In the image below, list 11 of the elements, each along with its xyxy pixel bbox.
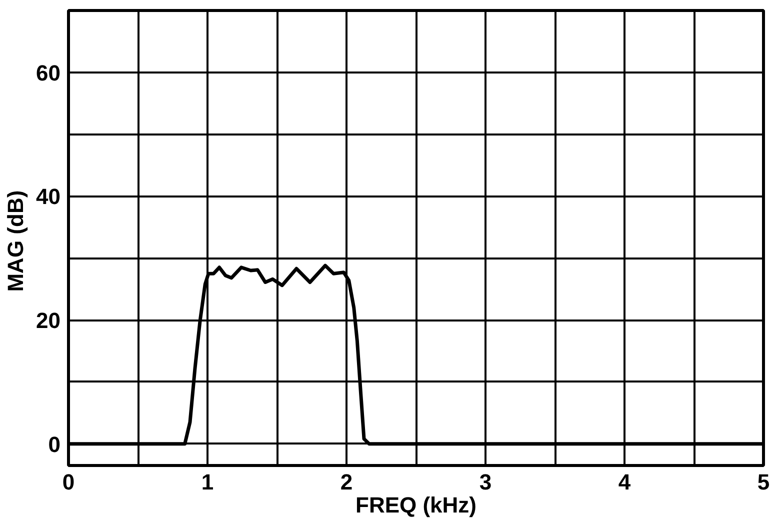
x-tick-label: 2 (340, 470, 353, 494)
x-axis-title: FREQ (kHz) (356, 492, 476, 518)
y-tick-label: 20 (36, 308, 61, 334)
y-tick-label: 0 (48, 432, 61, 457)
x-tick-label: 4 (618, 470, 632, 494)
y-tick-label: 60 (36, 60, 61, 86)
x-tick-label: 5 (757, 470, 770, 494)
y-tick-label: 40 (36, 184, 61, 210)
y-axis-title: MAG (dB) (3, 190, 28, 292)
x-tick-label: 1 (201, 470, 214, 494)
x-tick-label: 3 (479, 470, 492, 494)
